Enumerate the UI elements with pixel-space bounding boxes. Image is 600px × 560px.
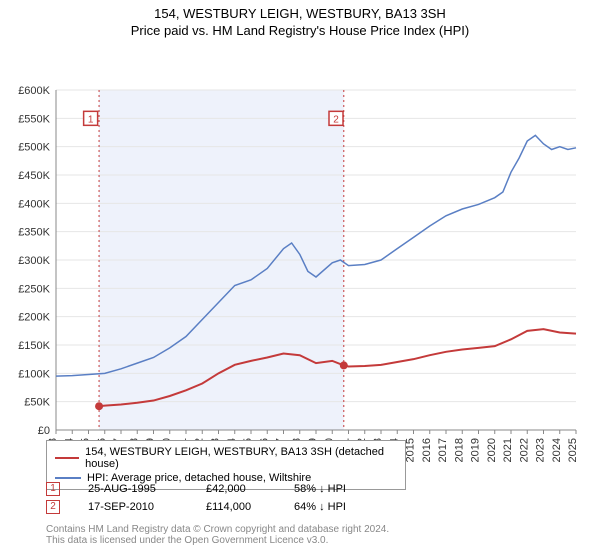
sale-row: 2 17-SEP-2010 £114,000 64% ↓ HPI: [46, 500, 346, 514]
sale-marker-dot: [340, 361, 348, 369]
sale-marker-dot: [95, 402, 103, 410]
x-tick-label: 2018: [453, 438, 465, 462]
sale-price: £114,000: [206, 501, 266, 513]
sale-price: £42,000: [206, 483, 266, 495]
sale-delta: 64% ↓ HPI: [294, 501, 346, 513]
sale-marker-id: 1: [88, 114, 94, 125]
x-tick-label: 2015: [405, 438, 417, 462]
footer-line: This data is licensed under the Open Gov…: [46, 535, 389, 546]
y-tick-label: £150K: [18, 340, 50, 352]
sale-marker-id: 2: [333, 114, 339, 125]
y-tick-label: £500K: [18, 142, 50, 154]
x-tick-label: 2019: [470, 438, 482, 462]
sale-delta: 58% ↓ HPI: [294, 483, 346, 495]
sales-table: 1 25-AUG-1995 £42,000 58% ↓ HPI 2 17-SEP-2010…: [46, 482, 346, 518]
legend-swatch: [55, 457, 79, 459]
sale-row: 1 25-AUG-1995 £42,000 58% ↓ HPI: [46, 482, 346, 496]
x-tick-label: 2023: [535, 438, 547, 462]
y-tick-label: £600K: [18, 85, 50, 97]
page-subtitle: Price paid vs. HM Land Registry's House …: [0, 23, 600, 38]
y-tick-label: £300K: [18, 255, 50, 267]
sale-date: 17-SEP-2010: [88, 501, 178, 513]
y-tick-label: £250K: [18, 283, 50, 295]
y-tick-label: £550K: [18, 113, 50, 125]
footer: Contains HM Land Registry data © Crown c…: [46, 524, 389, 546]
legend-item: 154, WESTBURY LEIGH, WESTBURY, BA13 3SH …: [55, 445, 397, 471]
y-tick-label: £0: [38, 425, 50, 437]
x-tick-label: 2017: [437, 438, 449, 462]
x-tick-label: 2022: [518, 438, 530, 462]
x-tick-label: 2021: [502, 438, 514, 462]
x-tick-label: 2025: [567, 438, 579, 462]
x-tick-label: 2016: [421, 438, 433, 462]
y-tick-label: £450K: [18, 170, 50, 182]
y-tick-label: £350K: [18, 227, 50, 239]
x-tick-label: 2020: [486, 438, 498, 462]
x-tick-label: 2024: [551, 438, 563, 462]
y-tick-label: £50K: [24, 397, 50, 409]
footer-line: Contains HM Land Registry data © Crown c…: [46, 524, 389, 535]
legend-label: 154, WESTBURY LEIGH, WESTBURY, BA13 3SH …: [85, 446, 397, 470]
legend-swatch: [55, 477, 81, 479]
y-tick-label: £400K: [18, 198, 50, 210]
y-tick-label: £100K: [18, 368, 50, 380]
price-chart: £0 £50K £100K £150K £200K £250K £300K £350K £400…: [0, 38, 600, 478]
y-tick-label: £200K: [18, 312, 50, 324]
sale-date: 25-AUG-1995: [88, 483, 178, 495]
page-title: 154, WESTBURY LEIGH, WESTBURY, BA13 3SH: [0, 6, 600, 21]
sale-row-marker: 1: [46, 482, 60, 496]
sale-row-marker: 2: [46, 500, 60, 514]
